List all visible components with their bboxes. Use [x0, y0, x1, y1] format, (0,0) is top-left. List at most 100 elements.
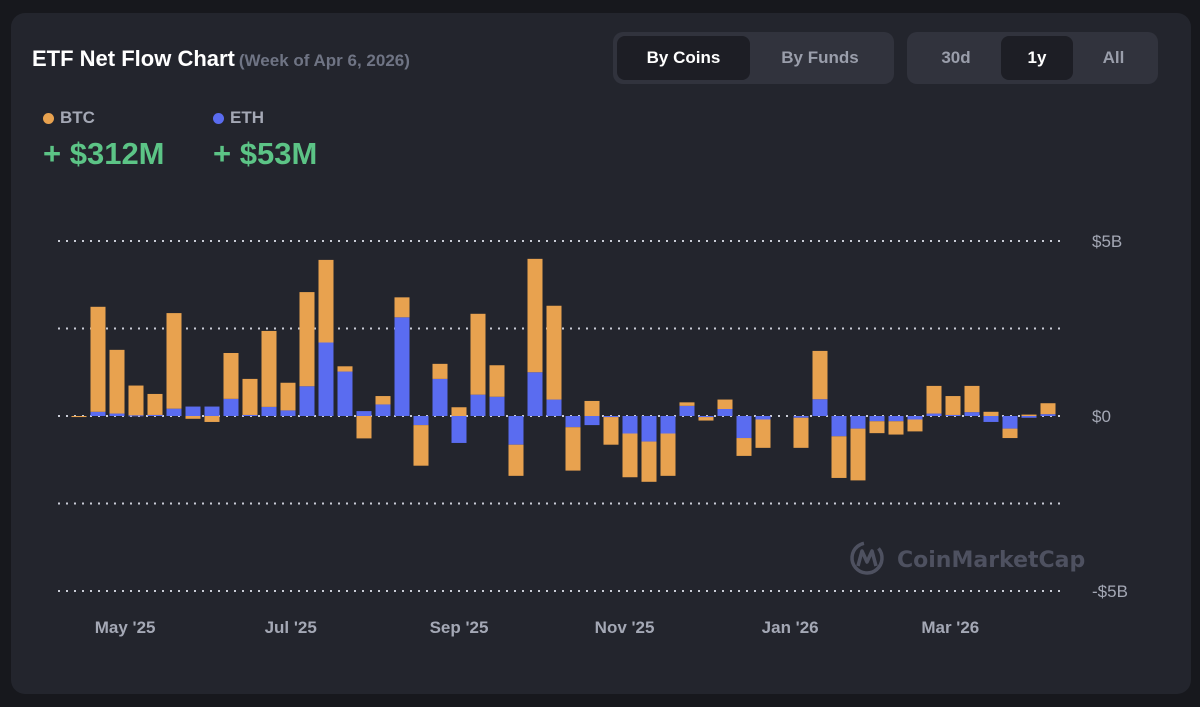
bar-eth-2026-02-16[interactable] [907, 416, 923, 420]
bar-eth-2025-09-08[interactable] [470, 394, 486, 416]
bar-btc-2025-09-08[interactable] [470, 313, 486, 395]
bar-btc-2025-12-08[interactable] [717, 399, 733, 409]
bar-eth-2025-11-17[interactable] [660, 416, 676, 434]
bar-eth-2025-12-15[interactable] [736, 416, 752, 439]
range-30d-button[interactable]: 30d [941, 48, 971, 67]
bar-eth-2025-05-12[interactable] [147, 414, 163, 416]
bar-btc-2025-06-23[interactable] [261, 330, 277, 407]
bar-btc-2026-03-09[interactable] [964, 385, 980, 413]
bar-btc-2025-06-16[interactable] [242, 378, 258, 415]
bar-eth-2025-11-24[interactable] [679, 405, 695, 416]
bar-btc-2025-11-03[interactable] [622, 433, 638, 478]
bar-eth-2025-06-02[interactable] [204, 406, 220, 416]
bar-eth-2026-03-23[interactable] [1002, 416, 1018, 429]
bar-eth-2025-04-28[interactable] [109, 413, 125, 416]
bar-btc-2025-07-21[interactable] [337, 366, 353, 372]
bar-btc-2025-08-18[interactable] [413, 425, 429, 466]
bar-eth-2025-06-30[interactable] [280, 410, 296, 416]
bar-btc-2025-11-17[interactable] [660, 433, 676, 476]
bar-eth-2026-01-19[interactable] [831, 416, 847, 437]
bar-eth-2026-03-30[interactable] [1021, 416, 1037, 418]
bar-btc-2026-02-09[interactable] [888, 421, 904, 435]
bar-eth-2025-09-15[interactable] [489, 396, 505, 416]
bar-btc-2026-03-23[interactable] [1002, 428, 1018, 439]
bar-eth-2025-07-14[interactable] [318, 342, 334, 417]
bar-eth-2026-04-06[interactable] [1040, 414, 1056, 416]
bar-btc-2026-01-26[interactable] [850, 428, 866, 481]
bar-eth-2026-02-09[interactable] [888, 416, 904, 422]
bar-eth-2026-02-02[interactable] [869, 416, 885, 422]
by-coins-button[interactable]: By Coins [617, 36, 750, 80]
bar-btc-2026-02-23[interactable] [926, 385, 942, 414]
bar-eth-2025-05-05[interactable] [128, 415, 144, 417]
bar-btc-2026-03-02[interactable] [945, 396, 961, 415]
bar-eth-2026-03-02[interactable] [945, 414, 961, 416]
bar-btc-2025-05-19[interactable] [166, 313, 182, 409]
bar-btc-2025-04-14[interactable] [71, 416, 87, 418]
bar-btc-2025-08-25[interactable] [432, 363, 448, 379]
bar-eth-2025-07-28[interactable] [356, 411, 372, 416]
bar-eth-2025-11-10[interactable] [641, 416, 657, 442]
bar-eth-2026-01-05[interactable] [793, 416, 809, 418]
bar-eth-2026-03-16[interactable] [983, 416, 999, 422]
bar-btc-2026-04-06[interactable] [1040, 403, 1056, 415]
bar-btc-2025-09-22[interactable] [508, 444, 524, 476]
bar-btc-2026-03-30[interactable] [1021, 414, 1037, 416]
bar-btc-2025-09-01[interactable] [451, 407, 467, 416]
bar-btc-2025-11-10[interactable] [641, 441, 657, 482]
bar-eth-2026-02-23[interactable] [926, 413, 942, 416]
bar-btc-2025-05-12[interactable] [147, 393, 163, 415]
bar-btc-2025-10-27[interactable] [603, 417, 619, 445]
bar-btc-2025-04-21[interactable] [90, 306, 106, 412]
bar-btc-2025-07-07[interactable] [299, 292, 315, 387]
bar-btc-2025-05-26[interactable] [185, 416, 201, 419]
bar-btc-2026-01-05[interactable] [793, 417, 809, 448]
bar-btc-2025-04-28[interactable] [109, 349, 125, 414]
bar-btc-2025-10-06[interactable] [546, 305, 562, 400]
bar-btc-2025-05-05[interactable] [128, 385, 144, 416]
bar-btc-2025-07-14[interactable] [318, 259, 334, 343]
bar-eth-2025-12-22[interactable] [755, 416, 771, 420]
bar-eth-2025-05-26[interactable] [185, 406, 201, 416]
bar-eth-2025-06-09[interactable] [223, 398, 239, 416]
bar-btc-2025-08-11[interactable] [394, 297, 410, 318]
bar-btc-2025-10-13[interactable] [565, 427, 581, 471]
bar-btc-2025-12-15[interactable] [736, 438, 752, 456]
bar-eth-2025-10-20[interactable] [584, 416, 600, 426]
bar-eth-2025-04-21[interactable] [90, 411, 106, 416]
bar-eth-2026-03-09[interactable] [964, 412, 980, 416]
bar-eth-2026-01-12[interactable] [812, 399, 828, 416]
bar-eth-2025-08-04[interactable] [375, 404, 391, 416]
bar-btc-2026-01-19[interactable] [831, 436, 847, 478]
bar-eth-2025-08-11[interactable] [394, 317, 410, 416]
range-all-button[interactable]: All [1102, 48, 1125, 67]
bar-eth-2025-07-21[interactable] [337, 371, 353, 416]
bar-eth-2025-10-13[interactable] [565, 416, 581, 428]
bar-btc-2026-02-02[interactable] [869, 421, 885, 434]
bar-eth-2025-09-22[interactable] [508, 416, 524, 445]
bar-eth-2025-06-16[interactable] [242, 414, 258, 416]
bar-btc-2026-02-16[interactable] [907, 419, 923, 432]
bar-eth-2025-11-03[interactable] [622, 416, 638, 434]
bar-btc-2026-01-12[interactable] [812, 350, 828, 400]
bar-eth-2025-05-19[interactable] [166, 408, 182, 416]
bar-btc-2025-12-01[interactable] [698, 417, 714, 421]
bar-eth-2025-10-06[interactable] [546, 399, 562, 416]
bar-eth-2025-07-07[interactable] [299, 386, 315, 416]
bar-eth-2025-06-23[interactable] [261, 406, 277, 416]
bar-btc-2025-11-24[interactable] [679, 402, 695, 406]
bar-eth-2025-09-01[interactable] [451, 416, 467, 443]
bar-eth-2025-12-01[interactable] [698, 416, 714, 418]
bar-btc-2025-07-28[interactable] [356, 416, 372, 439]
bar-btc-2025-12-22[interactable] [755, 419, 771, 448]
bar-btc-2025-06-09[interactable] [223, 353, 239, 399]
bar-eth-2025-10-27[interactable] [603, 416, 619, 418]
bar-btc-2025-10-20[interactable] [584, 400, 600, 416]
bar-eth-2026-01-26[interactable] [850, 416, 866, 429]
bar-eth-2025-08-25[interactable] [432, 378, 448, 416]
by-funds-button[interactable]: By Funds [781, 48, 859, 67]
bar-eth-2025-12-08[interactable] [717, 409, 733, 416]
range-1y-button[interactable]: 1y [1001, 36, 1073, 80]
bar-btc-2026-03-16[interactable] [983, 411, 999, 416]
bar-btc-2025-06-30[interactable] [280, 382, 296, 411]
